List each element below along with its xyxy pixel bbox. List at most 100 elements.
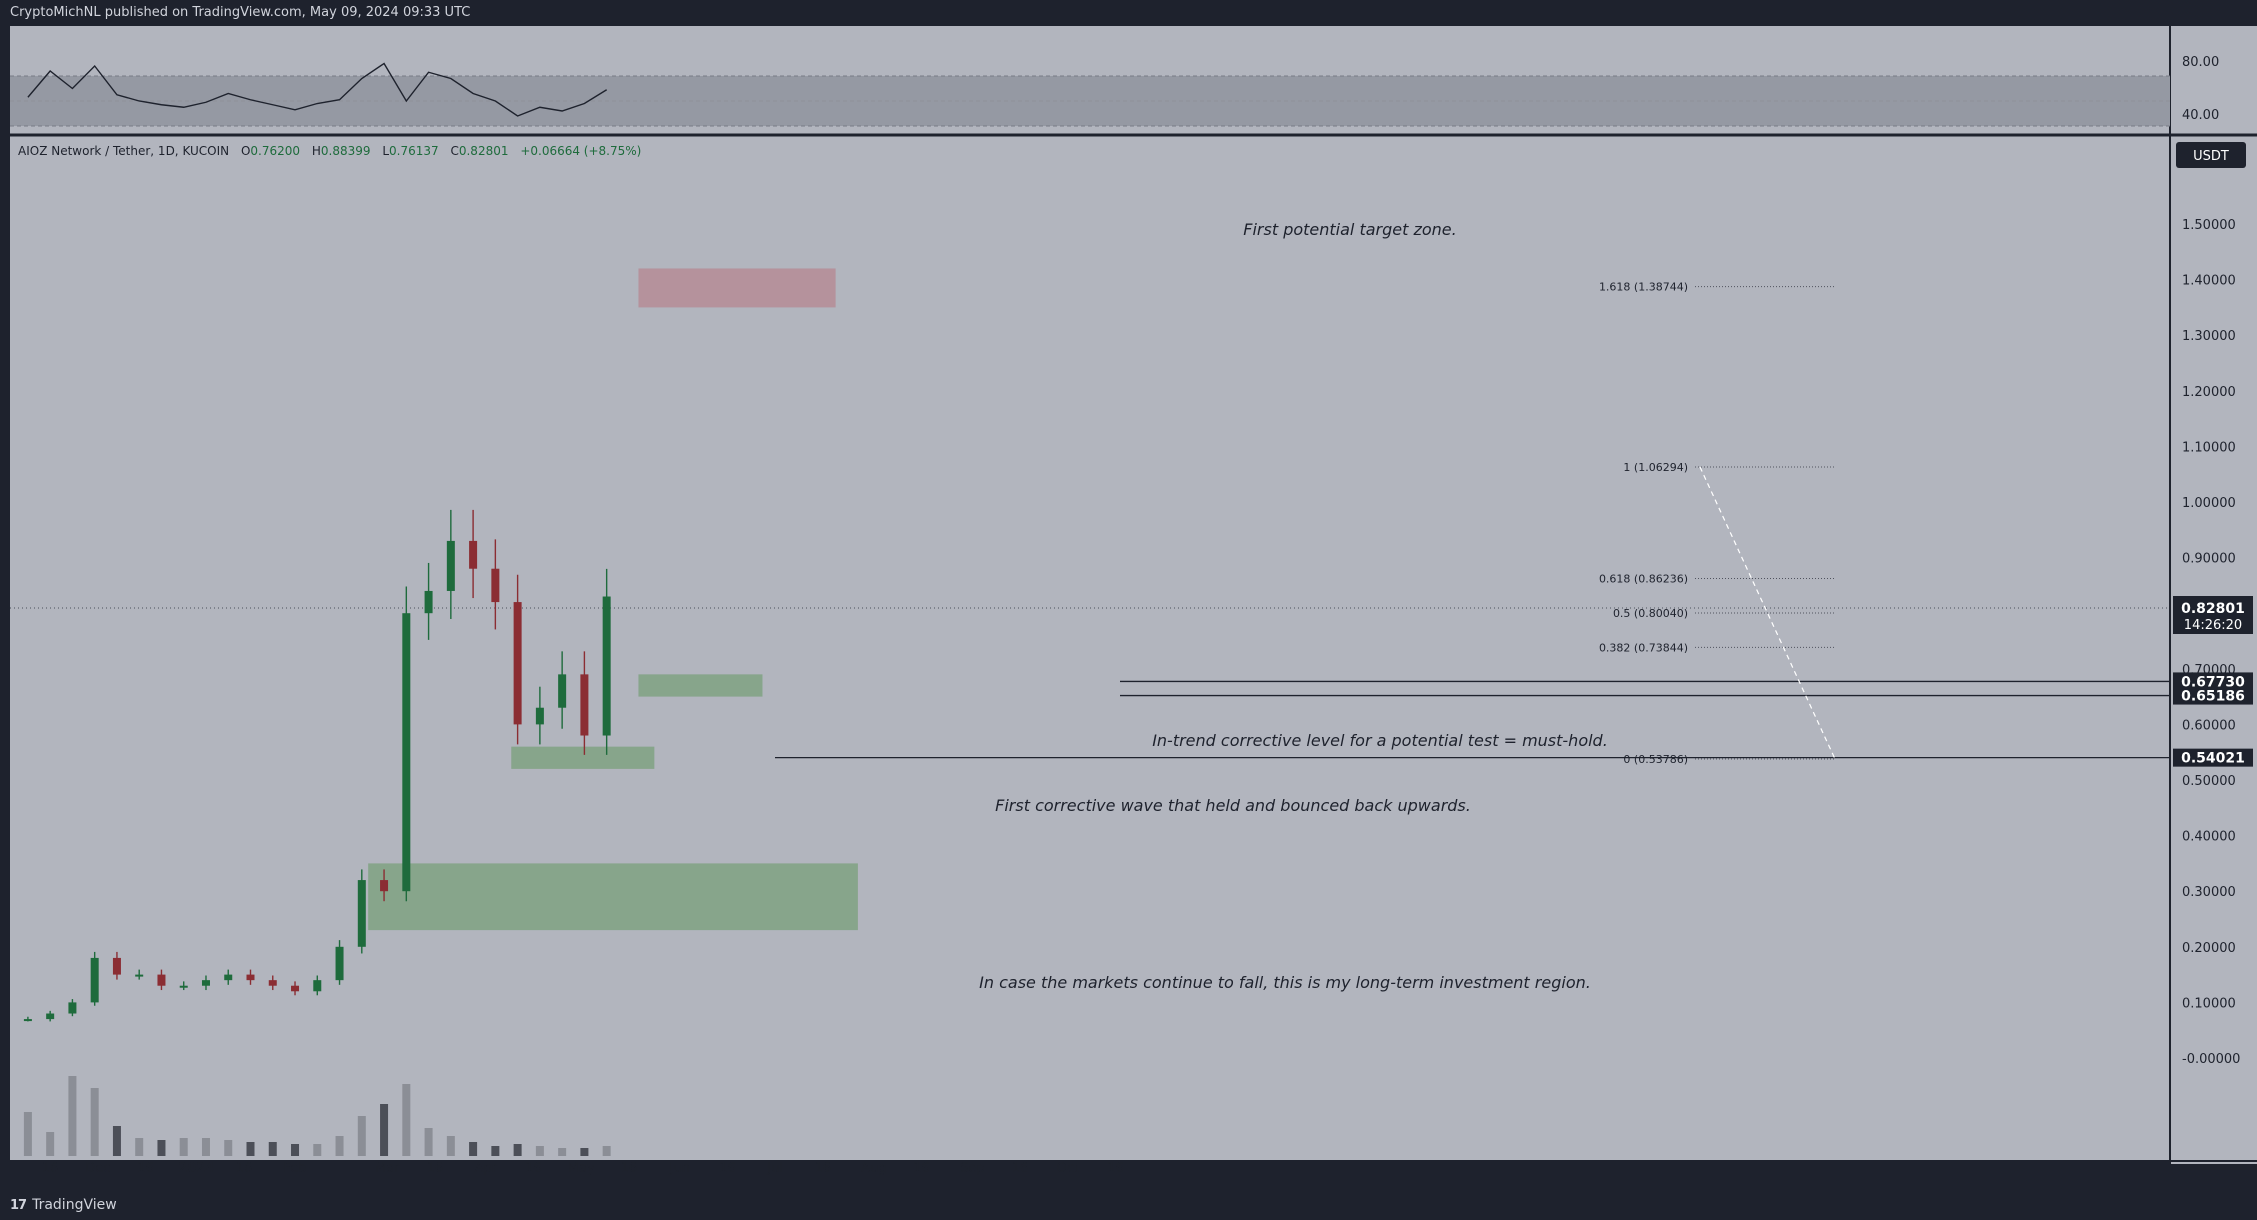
volume-bar (602, 1146, 611, 1156)
candle-body (68, 1002, 77, 1014)
time-tick-label: 16 (719, 1161, 736, 1176)
price-tick-label: 1.00000 (2182, 496, 2236, 511)
price-tick-label: 1.50000 (2182, 218, 2236, 233)
chart-canvas[interactable]: 80.00 40.00 AIOZ Network / Tether, 1D, K… (0, 26, 2257, 1190)
volume-bar (335, 1136, 344, 1156)
level-tag-value: 0.65186 (2181, 689, 2245, 705)
candle-body (335, 946, 344, 981)
candle-body (268, 980, 277, 986)
price-ticks: 1.50000 1.40000 1.30000 1.20000 1.10000 1.000… (2182, 218, 2240, 1067)
volume-bar (90, 1088, 99, 1156)
brand-name: TradingView (32, 1197, 117, 1213)
annotation-long-term[interactable]: In case the markets continue to fall, th… (979, 973, 1591, 992)
candle-body (602, 596, 611, 736)
change-value: +0.06664 (+8.75%) (520, 144, 641, 158)
annotation-first-wave[interactable]: First corrective wave that held and boun… (995, 796, 1471, 815)
volume-bar (380, 1104, 389, 1156)
candle-body (224, 974, 233, 981)
time-tick-label: Jun (669, 1161, 690, 1176)
volume-bar (535, 1146, 544, 1156)
price-tick-label: 1.40000 (2182, 274, 2236, 289)
high-label: H (312, 144, 321, 158)
volume-bar (246, 1142, 255, 1156)
oscillator-polyline (27, 62, 608, 117)
level-tag-value: 0.54021 (2181, 751, 2245, 767)
candle-body (90, 957, 99, 1003)
close-value: 0.82801 (459, 144, 509, 158)
zone-in-trend (638, 674, 763, 697)
price-tick-label: 0.90000 (2182, 552, 2236, 567)
volume-bar (313, 1144, 322, 1156)
currency-label: USDT (2193, 149, 2229, 164)
fib-label: 0.382 (0.73844) (1599, 641, 1688, 654)
volume-bar (558, 1148, 567, 1156)
symbol-name: AIOZ Network / Tether, 1D, KUCOIN (18, 144, 229, 158)
price-tick-label: 0.30000 (2182, 885, 2236, 900)
price-tick-label: 0.50000 (2182, 774, 2236, 789)
time-tick-label: Aug (861, 1161, 886, 1176)
last-price-value: 0.82801 (2181, 601, 2245, 617)
candle-body (469, 540, 478, 569)
zone-long-term (368, 863, 858, 931)
oscillator-line (27, 62, 608, 117)
time-tick-label: Mar (375, 1161, 400, 1176)
time-tick-label: 16 (1107, 1161, 1124, 1176)
annotation-intrend[interactable]: In-trend corrective level for a potentia… (1152, 731, 1608, 750)
time-tick-label: 16 (137, 1161, 154, 1176)
level-tag-value: 0.67730 (2181, 674, 2245, 690)
candle-body (558, 674, 567, 708)
fibonacci-retracement[interactable]: 1.618 (1.38744) 1 (1.06294) 0.618 (0.86236… (1599, 281, 1836, 766)
time-tick-label: May (568, 1161, 595, 1176)
time-tick-label: 16 (1012, 1161, 1029, 1176)
time-tick-label: 16 (236, 1161, 253, 1176)
candle-body (446, 540, 455, 591)
volume-bar (135, 1138, 144, 1156)
last-price-tag (2173, 596, 2253, 634)
tradingview-logo-icon: 17 (10, 1197, 27, 1213)
close-label: C (450, 144, 458, 158)
annotation-target-zone[interactable]: First potential target zone. (1243, 220, 1456, 239)
volume-bar (446, 1136, 455, 1156)
price-tick-label: 0.10000 (2182, 996, 2236, 1011)
fib-label: 1 (1.06294) (1623, 461, 1688, 474)
candle-body (380, 880, 389, 892)
time-tick-label: 16 (913, 1161, 930, 1176)
fib-label: 1.618 (1.38744) (1599, 281, 1688, 294)
time-tick-label: Sep (960, 1161, 985, 1176)
price-pane (10, 136, 2170, 1160)
candle-body (135, 974, 144, 977)
volume-bar (46, 1132, 55, 1156)
volume-bar (268, 1142, 277, 1156)
time-tick-label: 16 (815, 1161, 832, 1176)
volume-bar (402, 1084, 411, 1156)
currency-button[interactable] (2176, 142, 2246, 168)
open-label: O (241, 144, 250, 158)
high-value: 0.88399 (321, 144, 371, 158)
candle-body (201, 980, 210, 986)
volume-bar (112, 1126, 121, 1156)
volume-bar (68, 1076, 77, 1156)
volume-bar (157, 1140, 166, 1156)
volume-bar (23, 1112, 32, 1156)
candle-body (513, 602, 522, 725)
time-tick-label: Jul (766, 1161, 783, 1176)
price-axis[interactable] (2170, 26, 2257, 1164)
volume-bar (224, 1140, 233, 1156)
published-text: CryptoMichNL published on TradingView.co… (10, 5, 471, 20)
volume-bars (23, 1076, 611, 1156)
time-tick-label: Oct (1057, 1161, 1079, 1176)
candle-body (357, 880, 366, 947)
time-tick-label: 16 (42, 1161, 59, 1176)
zones (368, 268, 858, 931)
candle-body (46, 1013, 55, 1020)
candle-body (246, 974, 255, 981)
time-axis[interactable]: 16 Dec 16 2024 16 Feb Mar 16 Apr 16 May 16 Jun 16 Jul 1… (42, 1161, 1124, 1176)
candle-body (402, 613, 411, 892)
price-tick-label: 1.20000 (2182, 385, 2236, 400)
fib-label: 0.5 (0.80040) (1613, 607, 1688, 620)
level-tag (2173, 686, 2253, 705)
volume-bar (424, 1128, 433, 1156)
level-tag (2173, 672, 2253, 691)
level-tag (2173, 748, 2253, 767)
